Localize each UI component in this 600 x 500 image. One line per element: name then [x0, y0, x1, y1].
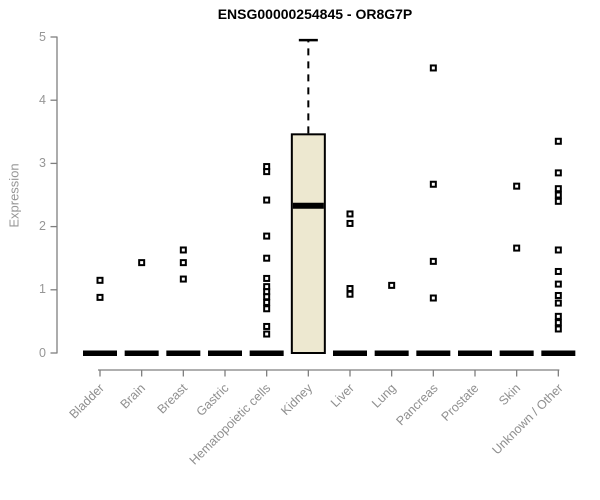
outlier-point-hematopoietic-cells — [263, 322, 271, 330]
outlier-point-hematopoietic-cells — [263, 232, 271, 240]
boxplot-lung — [374, 281, 409, 356]
boxplot-hematopoietic-cells — [249, 163, 284, 356]
outlier-point-unknown-other — [554, 185, 562, 193]
outlier-point-brain — [138, 259, 146, 267]
outlier-point-unknown-other — [554, 197, 562, 205]
outlier-point-bladder — [96, 276, 104, 284]
collapsed-box-prostate — [458, 350, 493, 356]
collapsed-box-liver — [333, 350, 368, 356]
boxplot-pancreas — [416, 64, 451, 356]
outlier-point-hematopoietic-cells — [263, 168, 271, 176]
outlier-point-breast — [179, 246, 187, 254]
collapsed-box-hematopoietic-cells — [249, 350, 284, 356]
outlier-point-pancreas — [429, 294, 437, 302]
outlier-point-breast — [179, 275, 187, 283]
boxplot-brain — [124, 259, 159, 356]
boxplot-unknown-other — [541, 137, 576, 356]
y-tick-label-1: 1 — [39, 282, 46, 297]
y-tick-label-3: 3 — [39, 155, 46, 170]
boxplot-skin — [499, 182, 534, 356]
outlier-point-breast — [179, 259, 187, 267]
outlier-point-unknown-other — [554, 319, 562, 327]
box-kidney — [290, 133, 326, 354]
boxplot-liver — [333, 210, 368, 356]
outlier-point-unknown-other — [554, 291, 562, 299]
outlier-point-hematopoietic-cells — [263, 254, 271, 262]
collapsed-box-pancreas — [416, 350, 451, 356]
outlier-point-unknown-other — [554, 280, 562, 288]
outlier-point-unknown-other — [554, 169, 562, 177]
outlier-point-unknown-other — [554, 246, 562, 254]
median-kidney — [292, 202, 324, 209]
collapsed-box-skin — [499, 350, 534, 356]
boxplot-prostate — [458, 350, 493, 356]
outlier-point-skin — [513, 182, 521, 190]
y-tick-label-2: 2 — [39, 219, 46, 234]
outlier-point-pancreas — [429, 257, 437, 265]
outlier-point-unknown-other — [554, 267, 562, 275]
outlier-point-unknown-other — [554, 137, 562, 145]
boxplot-gastric — [208, 350, 243, 356]
chart-title: ENSG00000254845 - OR8G7P — [217, 6, 413, 22]
outlier-point-hematopoietic-cells — [263, 298, 271, 306]
boxplot-bladder — [83, 276, 117, 356]
outlier-point-unknown-other — [554, 299, 562, 307]
outlier-point-unknown-other — [554, 191, 562, 199]
outlier-point-unknown-other — [554, 312, 562, 320]
outlier-point-unknown-other — [554, 325, 562, 333]
outlier-point-bladder — [96, 293, 104, 301]
outlier-point-hematopoietic-cells — [263, 274, 271, 282]
collapsed-box-unknown-other — [541, 350, 576, 356]
outlier-point-hematopoietic-cells — [263, 196, 271, 204]
boxplot-kidney — [290, 38, 326, 354]
outlier-point-skin — [513, 244, 521, 252]
outlier-point-liver — [346, 210, 354, 218]
boxplot-breast — [166, 246, 201, 356]
outlier-point-hematopoietic-cells — [263, 305, 271, 313]
outlier-point-hematopoietic-cells — [263, 330, 271, 338]
y-tick-label-5: 5 — [39, 29, 46, 44]
outlier-point-liver — [346, 219, 354, 227]
outlier-point-liver — [346, 285, 354, 293]
outlier-point-hematopoietic-cells — [263, 293, 271, 301]
outlier-point-lung — [388, 281, 396, 289]
y-tick-label-0: 0 — [39, 345, 46, 360]
y-tick-label-4: 4 — [39, 92, 46, 107]
outlier-point-pancreas — [429, 64, 437, 72]
outlier-point-liver — [346, 290, 354, 298]
collapsed-box-brain — [124, 350, 159, 356]
collapsed-box-bladder — [83, 350, 117, 356]
collapsed-box-gastric — [208, 350, 243, 356]
collapsed-box-breast — [166, 350, 201, 356]
collapsed-box-lung — [374, 350, 409, 356]
outlier-point-pancreas — [429, 180, 437, 188]
